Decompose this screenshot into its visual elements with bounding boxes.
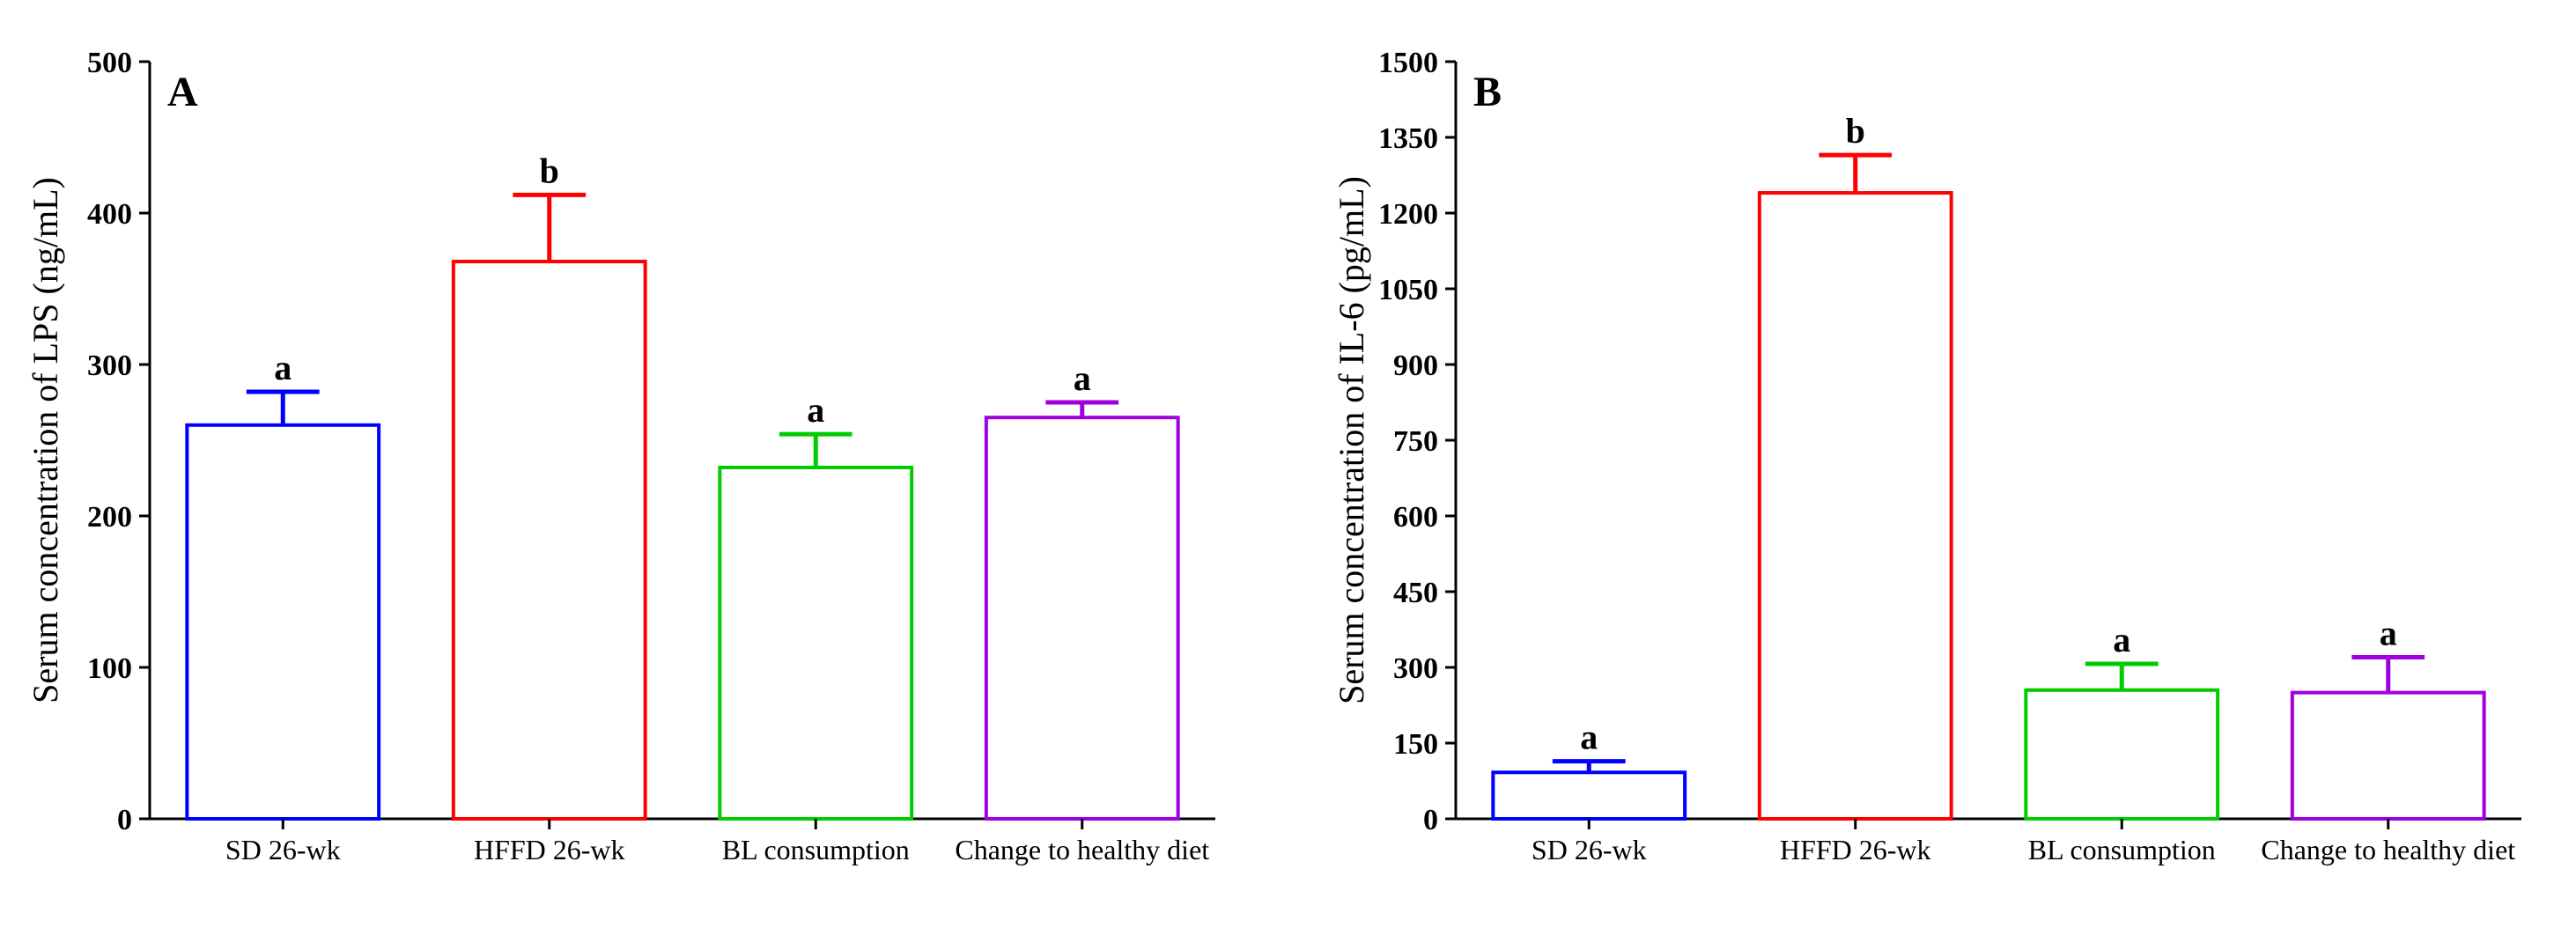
y-tick-label: 750 [1393,425,1438,458]
panel-B: 0 150 300 450 600 750 900 1050 1200 1350 1500 Serum… [1324,26,2559,924]
x-tick-label: SD 26-wk [225,834,341,865]
y-tick-label: 200 [87,501,132,534]
significance-label: a [1074,358,1091,398]
y-tick-label: 400 [87,198,132,231]
y-tick-label: 300 [1393,652,1438,685]
significance-label: a [274,348,292,387]
bar [187,425,379,819]
bar [454,261,646,819]
x-tick-label: HFFD 26-wk [1779,834,1930,865]
y-axis-label: Serum concentration of LPS (ng/mL) [26,177,65,703]
y-tick-label: 0 [1423,804,1438,836]
significance-label: b [540,151,559,190]
panel-letter: A [167,69,198,115]
x-tick-label: HFFD 26-wk [474,834,625,865]
bar [2292,693,2484,819]
figure-container: 0 100 200 300 400 500 Serum concentration of L… [0,0,2576,950]
x-tick-label: BL consumption [722,834,910,865]
x-tick-label: Change to healthy diet [2261,834,2515,865]
significance-label: b [1845,111,1864,151]
y-tick-label: 300 [87,350,132,382]
y-tick-label: 600 [1393,501,1438,534]
y-tick-label: 1350 [1378,122,1438,155]
significance-label: a [2379,614,2396,653]
bar [720,468,912,819]
y-tick-label: 0 [117,804,132,836]
x-tick-label: SD 26-wk [1531,834,1646,865]
y-tick-label: 900 [1393,350,1438,382]
significance-label: a [1580,718,1598,757]
x-tick-label: BL consumption [2027,834,2215,865]
significance-label: a [807,390,824,430]
y-tick-label: 1200 [1378,198,1438,231]
significance-label: a [2113,620,2130,659]
chart-svg-A: 0 100 200 300 400 500 Serum concentration of L… [18,26,1233,907]
bar [1759,193,1951,819]
y-tick-label: 450 [1393,577,1438,609]
bar [2026,690,2218,819]
y-tick-label: 500 [87,47,132,79]
bar [1493,772,1685,819]
chart-svg-B: 0 150 300 450 600 750 900 1050 1200 1350 1500 Serum… [1324,26,2539,907]
y-tick-label: 150 [1393,728,1438,761]
y-tick-label: 1500 [1378,47,1438,79]
y-axis-label: Serum concentration of IL-6 (pg/mL) [1332,176,1371,704]
x-tick-label: Change to healthy diet [955,834,1209,865]
y-tick-label: 1050 [1378,274,1438,306]
panel-A: 0 100 200 300 400 500 Serum concentration of L… [18,26,1253,924]
y-tick-label: 100 [87,652,132,685]
panel-letter: B [1473,69,1502,115]
bar [986,417,1178,819]
